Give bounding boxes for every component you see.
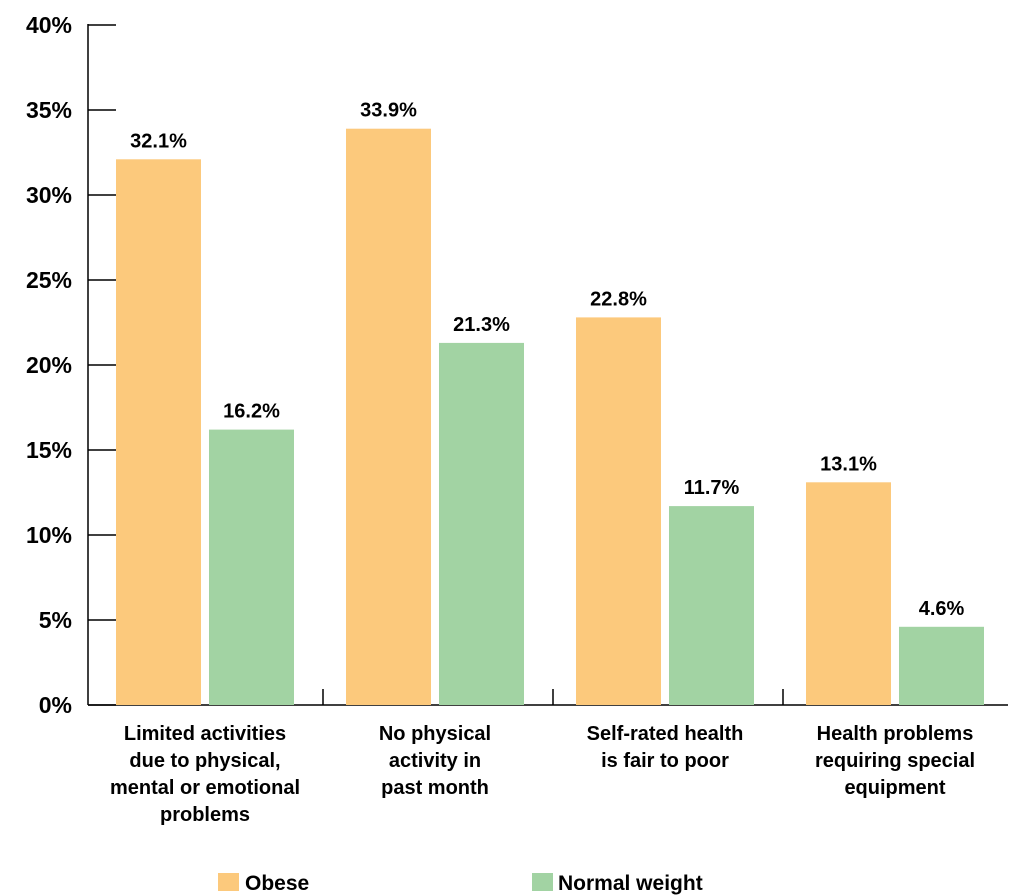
x-category-label: Health problems [817, 723, 974, 745]
data-label: 16.2% [223, 401, 280, 423]
x-category-label: is fair to poor [601, 750, 729, 772]
data-label: 22.8% [590, 288, 647, 310]
x-category-label: past month [381, 777, 489, 799]
data-label: 4.6% [919, 598, 965, 620]
x-category-label: Self-rated health [587, 723, 744, 745]
x-category-label: activity in [389, 750, 481, 772]
legend-swatch-obese [218, 873, 239, 891]
data-label: 33.9% [360, 100, 417, 122]
x-category-label: No physical [379, 723, 491, 745]
data-label: 11.7% [684, 477, 740, 499]
bar-obese [576, 317, 661, 705]
x-category-label: mental or emotional [110, 777, 300, 799]
y-tick-label: 25% [26, 267, 72, 293]
y-tick-label: 0% [39, 692, 72, 718]
bar-obese [116, 159, 201, 706]
bar-obese [806, 482, 891, 705]
data-label: 13.1% [820, 453, 877, 475]
data-label: 21.3% [453, 314, 510, 336]
x-category-label: due to physical, [129, 750, 280, 772]
legend-label: Obese [245, 872, 309, 895]
x-category-label: equipment [844, 777, 945, 799]
bar-normal-weight [439, 342, 524, 705]
bar-normal-weight [669, 506, 754, 705]
y-tick-label: 35% [26, 97, 72, 123]
x-category-label: Limited activities [124, 723, 286, 745]
bar-obese [346, 128, 431, 705]
legend-label: Normal weight [558, 872, 703, 895]
y-tick-label: 30% [26, 182, 72, 208]
y-tick-label: 10% [26, 522, 72, 548]
y-tick-label: 15% [26, 437, 72, 463]
x-category-label: requiring special [815, 750, 975, 772]
y-tick-label: 40% [26, 12, 72, 38]
data-label: 32.1% [130, 130, 187, 152]
legend-swatch-normal-weight [532, 873, 553, 891]
y-tick-label: 5% [39, 607, 72, 633]
bar-normal-weight [209, 429, 294, 705]
y-tick-label: 20% [26, 352, 72, 378]
x-category-label: problems [160, 804, 250, 826]
bar-normal-weight [899, 626, 984, 705]
